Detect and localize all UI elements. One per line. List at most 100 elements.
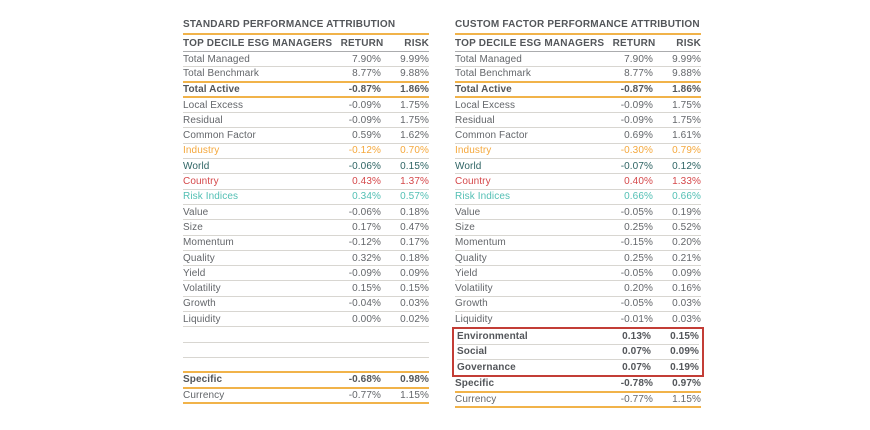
- table-row: Volatility 0.15% 0.15%: [183, 281, 429, 297]
- table-row: Yield -0.05% 0.09%: [455, 266, 701, 282]
- return-value: -0.07%: [620, 160, 653, 172]
- table-row: Common Factor 0.69% 1.61%: [455, 128, 701, 144]
- return-value: -0.87%: [620, 83, 653, 95]
- row-label: Volatility: [183, 283, 221, 295]
- risk-value: 0.03%: [400, 298, 429, 310]
- risk-value: 0.16%: [672, 283, 701, 295]
- row-label: Yield: [183, 267, 206, 279]
- row-label: Size: [183, 221, 203, 233]
- row-label: Country: [455, 176, 491, 188]
- row-label: Residual: [455, 114, 495, 126]
- row-label: Local Excess: [455, 99, 516, 111]
- row-label: Currency: [455, 393, 497, 405]
- row-label: Specific: [183, 374, 223, 386]
- table-row: Total Benchmark 8.77% 9.88%: [455, 67, 701, 83]
- attribution-tables: STANDARD PERFORMANCE ATTRIBUTION TOP DEC…: [183, 19, 704, 408]
- return-value: 0.69%: [624, 130, 653, 142]
- return-value: -0.12%: [348, 145, 381, 157]
- table-row: Local Excess -0.09% 1.75%: [183, 98, 429, 114]
- return-value: 0.32%: [352, 252, 381, 264]
- table-row: Governance 0.07% 0.19%: [457, 360, 699, 375]
- table-row: Momentum -0.12% 0.17%: [183, 236, 429, 251]
- row-label: Residual: [183, 114, 223, 126]
- table-row: Total Managed 7.90% 9.99%: [455, 52, 701, 68]
- row-label: Country: [183, 176, 219, 188]
- risk-value: 1.62%: [400, 130, 429, 142]
- table-row: Total Managed 7.90% 9.99%: [183, 52, 429, 68]
- return-value: -0.01%: [620, 314, 653, 326]
- return-value: -0.77%: [620, 393, 653, 405]
- return-value: 0.25%: [624, 221, 653, 233]
- row-label: Volatility: [455, 283, 493, 295]
- return-value: 7.90%: [624, 53, 653, 65]
- risk-value: 9.99%: [400, 53, 429, 65]
- row-label: Currency: [183, 389, 225, 401]
- risk-value: 0.70%: [400, 145, 429, 157]
- risk-value: 0.03%: [672, 298, 701, 310]
- column-header-risk: RISK: [404, 37, 429, 49]
- return-value: 7.90%: [352, 53, 381, 65]
- return-value: 0.34%: [352, 191, 381, 203]
- risk-value: 0.98%: [400, 374, 429, 386]
- risk-value: 0.19%: [670, 362, 699, 374]
- risk-value: 0.15%: [400, 283, 429, 295]
- return-value: -0.05%: [620, 267, 653, 279]
- table-row: Quality 0.32% 0.18%: [183, 251, 429, 267]
- column-header-return: RETURN: [340, 37, 384, 49]
- table-row: Volatility 0.20% 0.16%: [455, 281, 701, 297]
- risk-value: 0.02%: [400, 313, 429, 325]
- table-row: Risk Indices 0.66% 0.66%: [455, 190, 701, 205]
- risk-value: 0.47%: [400, 221, 429, 233]
- table-title: CUSTOM FACTOR PERFORMANCE ATTRIBUTION: [455, 19, 701, 35]
- risk-value: 0.21%: [672, 252, 701, 264]
- return-value: -0.87%: [348, 83, 381, 95]
- empty-row: [183, 343, 429, 358]
- empty-row: [183, 358, 429, 374]
- table-header: TOP DECILE ESG MANAGERS RETURN RISK: [455, 35, 701, 52]
- table-row: Value -0.05% 0.19%: [455, 205, 701, 221]
- return-value: -0.09%: [348, 114, 381, 126]
- return-value: 0.15%: [352, 283, 381, 295]
- row-label: Total Active: [455, 83, 512, 95]
- table-row: Currency -0.77% 1.15%: [455, 393, 701, 408]
- table-row: Social 0.07% 0.09%: [457, 345, 699, 360]
- return-value: 0.66%: [624, 191, 653, 203]
- risk-value: 0.19%: [672, 206, 701, 218]
- return-value: -0.78%: [620, 378, 653, 390]
- table-row: World -0.07% 0.12%: [455, 159, 701, 175]
- return-value: -0.04%: [348, 298, 381, 310]
- return-value: -0.06%: [348, 160, 381, 172]
- risk-value: 0.15%: [400, 160, 429, 172]
- table-row: Industry -0.30% 0.79%: [455, 144, 701, 160]
- row-label: Quality: [183, 252, 215, 264]
- row-label: Growth: [183, 298, 216, 310]
- return-value: -0.09%: [620, 114, 653, 126]
- table-row: Value -0.06% 0.18%: [183, 205, 429, 221]
- table-row: Growth -0.04% 0.03%: [183, 297, 429, 313]
- table-row: Environmental 0.13% 0.15%: [457, 329, 699, 345]
- row-label: Liquidity: [455, 314, 493, 326]
- risk-value: 1.75%: [672, 99, 701, 111]
- custom-factor-attribution-table: CUSTOM FACTOR PERFORMANCE ATTRIBUTION TO…: [452, 19, 704, 408]
- row-label: Growth: [455, 298, 488, 310]
- risk-value: 1.33%: [672, 176, 701, 188]
- table-row: Growth -0.05% 0.03%: [455, 297, 701, 313]
- standard-attribution-table: STANDARD PERFORMANCE ATTRIBUTION TOP DEC…: [183, 19, 429, 408]
- return-value: 0.07%: [622, 362, 651, 374]
- table-row: Total Active -0.87% 1.86%: [183, 83, 429, 98]
- return-value: 0.13%: [622, 330, 651, 342]
- table-row: Total Active -0.87% 1.86%: [455, 83, 701, 98]
- return-value: 0.00%: [352, 313, 381, 325]
- table-row: Industry -0.12% 0.70%: [183, 144, 429, 160]
- row-label: Industry: [183, 145, 220, 157]
- return-value: 0.17%: [352, 221, 381, 233]
- risk-value: 1.86%: [400, 83, 429, 95]
- risk-value: 1.75%: [400, 114, 429, 126]
- row-label: Local Excess: [183, 99, 244, 111]
- row-label: Total Managed: [455, 53, 522, 65]
- table-row: Country 0.43% 1.37%: [183, 174, 429, 190]
- risk-value: 1.75%: [672, 114, 701, 126]
- return-value: -0.09%: [348, 267, 381, 279]
- table-row: Risk Indices 0.34% 0.57%: [183, 190, 429, 205]
- risk-value: 0.57%: [400, 191, 429, 203]
